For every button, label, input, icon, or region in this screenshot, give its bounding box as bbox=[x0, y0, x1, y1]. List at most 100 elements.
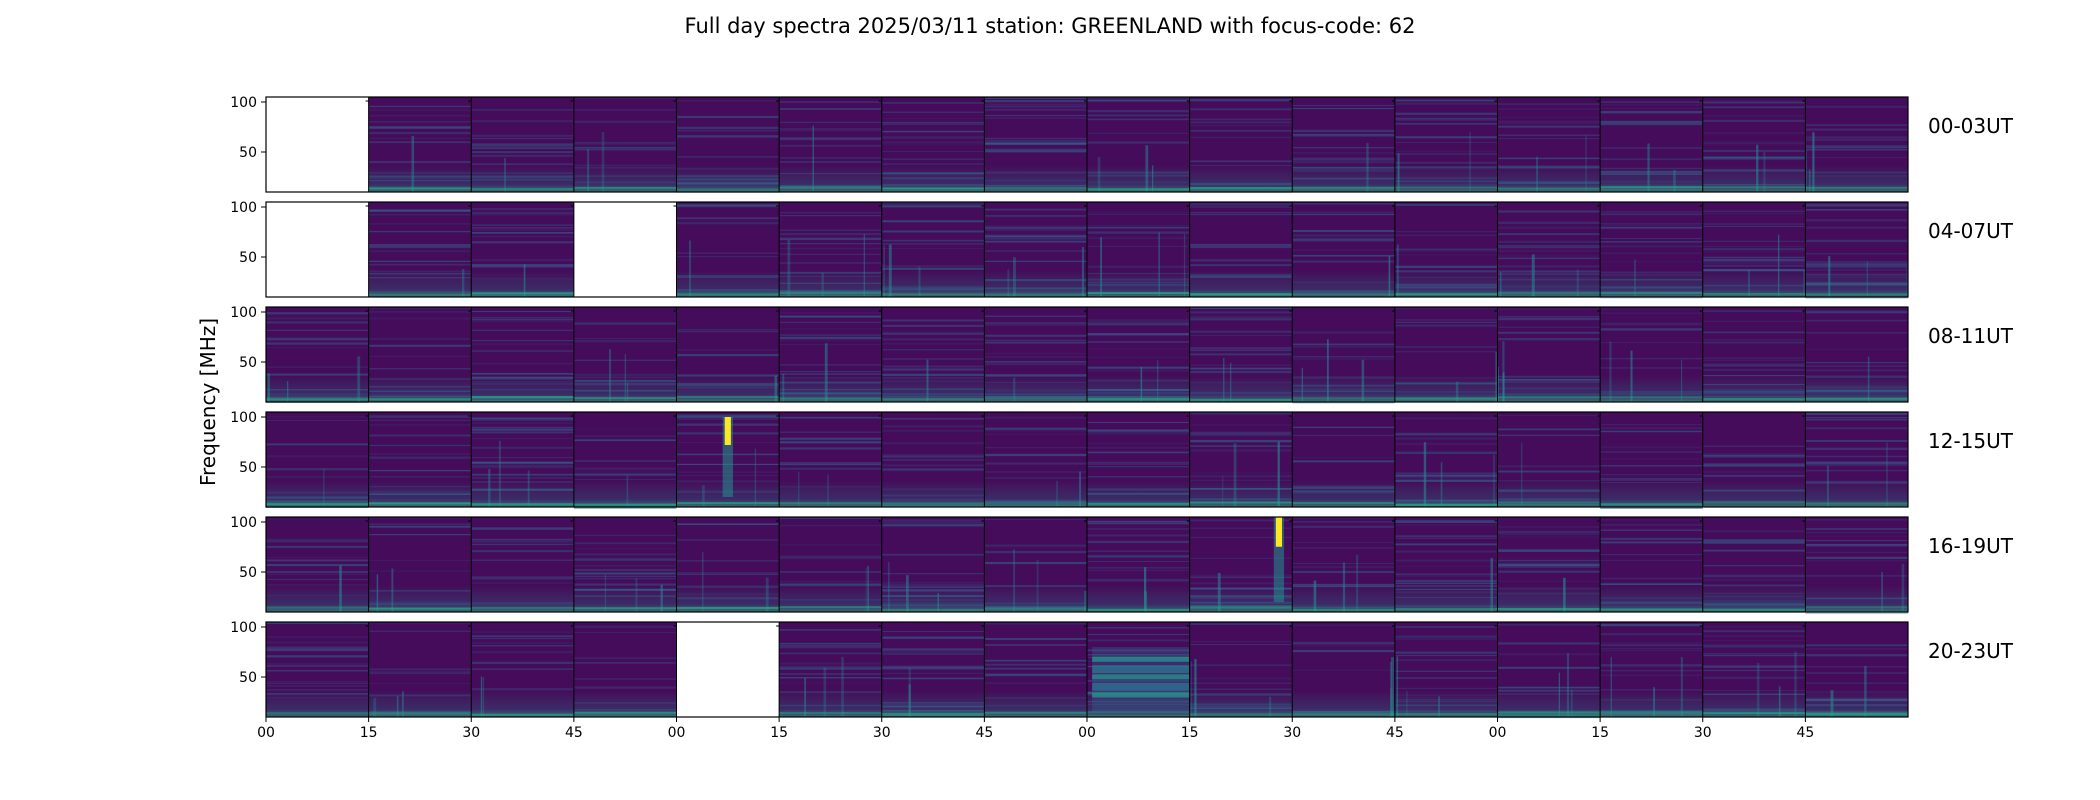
frequency-band bbox=[881, 554, 985, 556]
x-tick-label: 15 bbox=[770, 725, 788, 741]
frequency-band bbox=[779, 571, 882, 573]
spectrogram-panel bbox=[266, 412, 369, 508]
frequency-band bbox=[1702, 106, 1806, 109]
frequency-band bbox=[1394, 520, 1498, 523]
time-feature bbox=[1566, 653, 1570, 717]
frequency-band bbox=[881, 220, 985, 223]
frequency-band bbox=[471, 224, 574, 226]
frequency-band bbox=[1600, 519, 1703, 521]
frequency-band bbox=[266, 346, 369, 349]
frequency-band bbox=[266, 663, 369, 665]
frequency-band bbox=[779, 212, 882, 214]
low-frequency-band bbox=[1087, 585, 1190, 612]
frequency-band bbox=[471, 318, 574, 321]
frequency-band bbox=[1600, 529, 1703, 531]
x-tick-label: 00 bbox=[1489, 725, 1507, 741]
frequency-band bbox=[1497, 134, 1601, 137]
frequency-band bbox=[1702, 264, 1806, 267]
low-frequency-band bbox=[266, 480, 369, 507]
bottom-band bbox=[1087, 608, 1190, 611]
frequency-band bbox=[881, 204, 985, 207]
frequency-band bbox=[1805, 648, 1908, 650]
frequency-band bbox=[1394, 677, 1498, 679]
frequency-band bbox=[471, 154, 574, 157]
frequency-band bbox=[1189, 121, 1293, 124]
frequency-band bbox=[368, 141, 472, 143]
time-feature bbox=[1490, 557, 1493, 612]
frequency-band bbox=[779, 447, 882, 450]
frequency-band bbox=[1292, 641, 1395, 645]
frequency-band bbox=[881, 163, 985, 166]
frequency-band bbox=[984, 453, 1087, 457]
frequency-band bbox=[266, 641, 369, 644]
frequency-band bbox=[1600, 252, 1703, 255]
y-tick-label: 50 bbox=[239, 250, 257, 266]
frequency-band bbox=[1394, 635, 1498, 637]
bottom-band bbox=[573, 711, 677, 714]
frequency-band bbox=[1497, 138, 1601, 140]
frequency-band bbox=[984, 341, 1087, 343]
frequency-band bbox=[1805, 203, 1908, 205]
frequency-band bbox=[1702, 574, 1806, 577]
frequency-band bbox=[573, 686, 677, 689]
frequency-band bbox=[779, 682, 882, 684]
bottom-band bbox=[779, 606, 882, 609]
frequency-band bbox=[1189, 557, 1293, 560]
frequency-band bbox=[779, 157, 882, 159]
frequency-band bbox=[471, 120, 574, 123]
low-frequency-band bbox=[984, 585, 1087, 612]
frequency-band bbox=[471, 645, 574, 647]
frequency-band bbox=[573, 338, 677, 340]
time-feature bbox=[1886, 442, 1888, 507]
frequency-band bbox=[779, 161, 882, 163]
bottom-band bbox=[676, 502, 780, 505]
frequency-band bbox=[676, 156, 780, 158]
spectrogram-panel bbox=[676, 202, 780, 297]
bottom-band bbox=[984, 396, 1087, 399]
frequency-band bbox=[984, 447, 1087, 449]
x-axis: 00 15 30 45 00 15 30 45 00 15 30 45 00 15 30 45 bbox=[257, 717, 1814, 741]
frequency-band bbox=[1805, 262, 1908, 266]
frequency-band bbox=[1600, 506, 1703, 510]
frequency-band bbox=[1292, 107, 1395, 110]
frequency-band bbox=[779, 328, 882, 330]
row-frame bbox=[265, 516, 1909, 613]
x-tick-label: 45 bbox=[1796, 725, 1814, 741]
frequency-band bbox=[881, 667, 985, 670]
frequency-band bbox=[881, 519, 985, 522]
frequency-band bbox=[1292, 343, 1395, 346]
frequency-band bbox=[1702, 579, 1806, 581]
frequency-band bbox=[1600, 473, 1703, 476]
frequency-band bbox=[266, 559, 369, 562]
bottom-band bbox=[779, 502, 882, 505]
frequency-band bbox=[573, 478, 677, 480]
frequency-band bbox=[1292, 541, 1395, 544]
spectrogram-panel bbox=[779, 307, 882, 402]
spectrogram-panel bbox=[573, 517, 677, 612]
frequency-band bbox=[1394, 452, 1498, 454]
frequency-band bbox=[881, 464, 985, 467]
frequency-band bbox=[573, 559, 677, 562]
frequency-band bbox=[1497, 526, 1601, 528]
frequency-band bbox=[368, 230, 472, 233]
frequency-band bbox=[1600, 296, 1703, 299]
y-tick-label: 50 bbox=[239, 670, 257, 686]
frequency-band bbox=[1087, 356, 1190, 358]
frequency-band bbox=[1087, 550, 1190, 552]
frequency-band bbox=[984, 550, 1087, 554]
burst-region bbox=[722, 417, 733, 497]
frequency-band bbox=[881, 368, 985, 371]
frequency-band bbox=[984, 238, 1087, 240]
frequency-band bbox=[881, 111, 985, 114]
low-frequency-band bbox=[1702, 270, 1806, 297]
frequency-band bbox=[1805, 239, 1908, 243]
frequency-band bbox=[1600, 358, 1703, 360]
low-frequency-band bbox=[779, 690, 882, 717]
frequency-band bbox=[984, 117, 1087, 119]
frequency-band bbox=[1292, 202, 1395, 205]
frequency-band bbox=[1805, 264, 1908, 267]
frequency-band bbox=[779, 646, 882, 649]
x-tick-label: 15 bbox=[360, 725, 378, 741]
frequency-band bbox=[984, 114, 1087, 117]
frequency-band bbox=[1087, 451, 1190, 453]
